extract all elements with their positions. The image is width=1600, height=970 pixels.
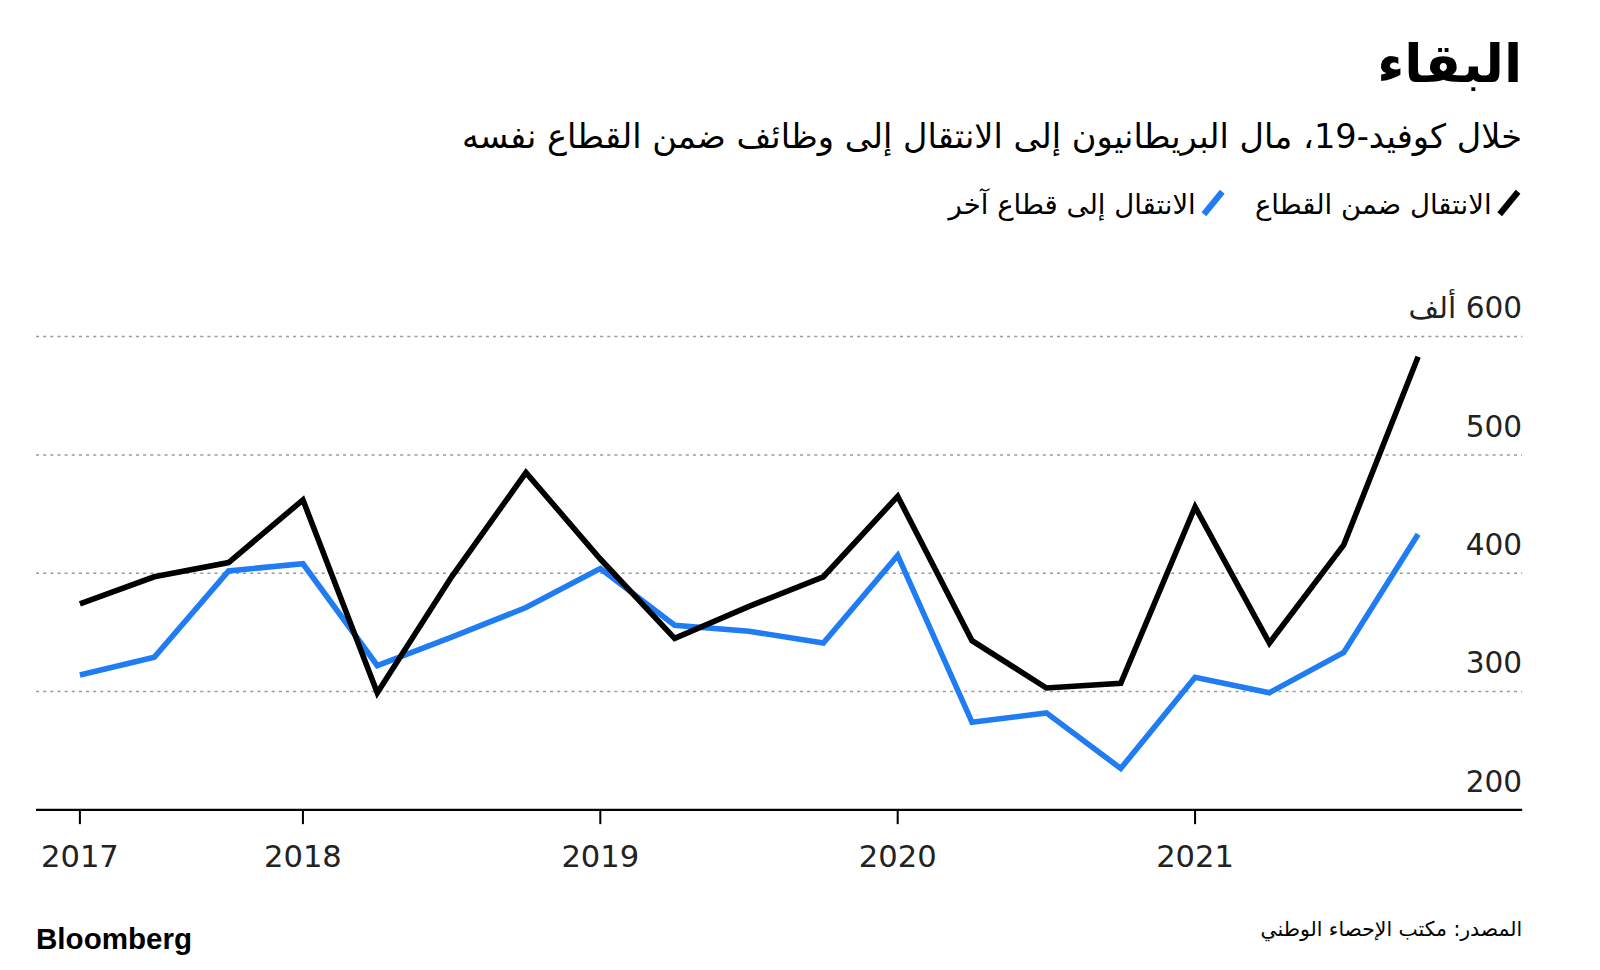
legend-label: الانتقال ضمن القطاع [1255,188,1492,221]
grid-line [36,572,1522,574]
x-tick [897,810,899,824]
x-tick-label: 2017 [41,839,119,874]
y-tick-label: 600 ألف [1408,288,1522,325]
grid-line [36,454,1522,456]
x-tick [599,810,601,824]
x-tick-label: 2018 [264,839,342,874]
legend: الانتقال ضمن القطاع الانتقال إلى قطاع آخر [947,188,1518,221]
y-tick-label: 200 [1466,765,1522,799]
legend-swatch [1204,192,1222,214]
legend-label: الانتقال إلى قطاع آخر [947,188,1196,221]
series-line [80,357,1418,693]
source: المصدر: مكتب الإحصاء الوطني [1261,917,1523,942]
grid-line [36,691,1522,693]
plot-area [80,357,1418,769]
grid-line [36,336,1522,338]
x-axis [36,809,1522,811]
x-tick [1194,810,1196,824]
legend-swatch [1500,192,1518,214]
y-tick-label: 500 [1466,410,1522,444]
title: البقاء [1377,33,1522,95]
chart: البقاء خلال كوفيد-19، مال البريطانيون إلى… [0,0,1600,970]
series-line [80,534,1418,768]
brand: Bloomberg [36,922,192,955]
x-tick [302,810,304,824]
background [0,0,1599,970]
x-tick-label: 2020 [859,839,937,874]
x-tick [79,810,81,824]
x-tick-label: 2019 [561,839,639,874]
y-tick-label: 400 [1466,528,1522,562]
y-tick-label: 300 [1466,646,1522,680]
subtitle: خلال كوفيد-19، مال البريطانيون إلى الانت… [462,117,1522,157]
x-tick-label: 2021 [1156,839,1234,874]
